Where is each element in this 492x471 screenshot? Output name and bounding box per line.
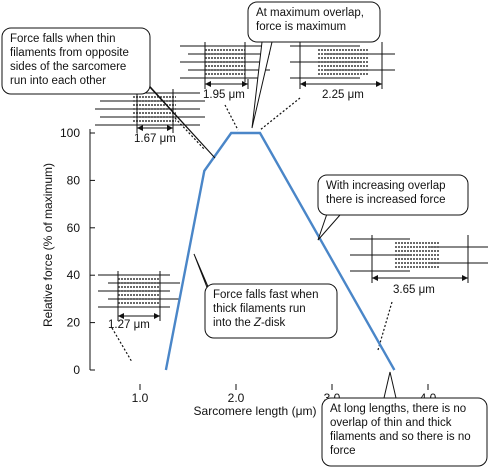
callout-text-line: Force falls fast when	[213, 289, 318, 301]
y-tick-label: 20	[67, 316, 81, 330]
callout-text-line: there is increased force	[326, 194, 446, 206]
sarcomere-diagram: 3.65 μm	[350, 235, 488, 351]
callouts: At maximum overlap, force is maximum Force…	[1, 1, 488, 467]
callout-increasing-overlap: With increasing overlap there is increase…	[317, 174, 469, 241]
sarcomere-length-label: 1.67 μm	[134, 133, 176, 145]
arrow-head	[118, 313, 124, 319]
x-axis-title: Sarcomere length (μm)	[194, 404, 317, 418]
leader-line	[259, 97, 301, 131]
leader-line	[377, 301, 393, 351]
y-tick-label: 40	[67, 268, 81, 282]
arrow-head	[372, 275, 378, 281]
force-curve	[164, 131, 396, 371]
sarcomere-diagram: 1.67 μm	[95, 89, 205, 145]
arrow-head	[167, 125, 173, 131]
callout-text-line: into the Z-disk	[213, 317, 285, 329]
callout-maximum-overlap: At maximum overlap, force is maximum	[247, 1, 381, 129]
sarcomere-diagram: 2.25 μm	[259, 42, 395, 131]
callout-text-line: sides of the sarcomere	[10, 61, 126, 73]
arrow-head	[205, 81, 211, 87]
x-tick-label: 1.0	[132, 391, 149, 405]
y-ticks: 0 20 40 60 80 100	[60, 126, 95, 377]
arrow-head	[462, 275, 468, 281]
callout-text-line: filaments from opposite	[10, 47, 129, 59]
callout-box	[247, 1, 381, 43]
thick-filaments	[205, 49, 245, 75]
leader-line	[111, 327, 133, 363]
callout-text-line: run into each other	[10, 75, 106, 87]
callout-text-line: With increasing overlap	[326, 180, 446, 192]
sarcomere-diagram: 1.27 μm	[98, 271, 180, 363]
sarcomere-diagram: 1.95 μm	[180, 42, 270, 131]
y-tick-label: 60	[67, 221, 81, 235]
thick-filaments	[395, 242, 440, 268]
callout-text-line: At maximum overlap,	[256, 7, 364, 19]
callout-box	[204, 283, 338, 339]
thick-filaments	[133, 96, 176, 122]
callout-thin-filaments-collide: Force falls when thin filaments from oppo…	[1, 27, 216, 159]
callout-text-line: filaments and so there is no	[330, 431, 471, 443]
leader-line	[224, 104, 239, 131]
y-tick-label: 80	[67, 173, 81, 187]
callout-box	[1, 27, 151, 95]
callout-text-line: force is maximum	[256, 21, 346, 33]
callout-box	[321, 397, 488, 467]
y-tick-label: 100	[60, 126, 80, 140]
arrow-head	[300, 81, 306, 87]
callout-text-line: thick filaments run	[213, 303, 306, 315]
thick-filaments	[118, 278, 160, 304]
callout-z-disk: Force falls fast when thick filaments run…	[193, 253, 338, 339]
x-tick-label: 2.0	[228, 391, 245, 405]
leader-line	[174, 117, 206, 151]
sarcomere-length-label: 2.25 μm	[322, 89, 364, 101]
callout-text-line: force	[330, 445, 356, 457]
sarcomere-length-label: 3.65 μm	[393, 284, 435, 296]
force-curve-line	[164, 131, 396, 371]
callout-box	[317, 174, 469, 216]
callout-text-line: Force falls when thin	[10, 33, 115, 45]
arrow-head	[242, 81, 248, 87]
y-axis-title: Relative force (% of maximum)	[41, 163, 55, 327]
sarcomere-length-label: 1.95 μm	[203, 89, 245, 101]
callout-text-line: At long lengths, there is no	[330, 403, 466, 415]
y-tick-label: 0	[73, 363, 80, 377]
callout-pointer	[383, 371, 397, 399]
callout-no-overlap: At long lengths, there is no overlap of t…	[321, 371, 488, 467]
arrow-head	[137, 125, 143, 131]
callout-text-line: overlap of thin and thick	[330, 417, 452, 429]
arrow-head	[154, 313, 160, 319]
sarcomere-diagrams: 1.27 μm 1.67 μm 1.95 μm 2.25 μm 3.65 μm	[95, 42, 488, 363]
sarcomere-length-label: 1.27 μm	[108, 319, 150, 331]
thick-filaments	[318, 49, 368, 75]
arrow-head	[376, 81, 382, 87]
callout-pointer	[251, 41, 273, 129]
